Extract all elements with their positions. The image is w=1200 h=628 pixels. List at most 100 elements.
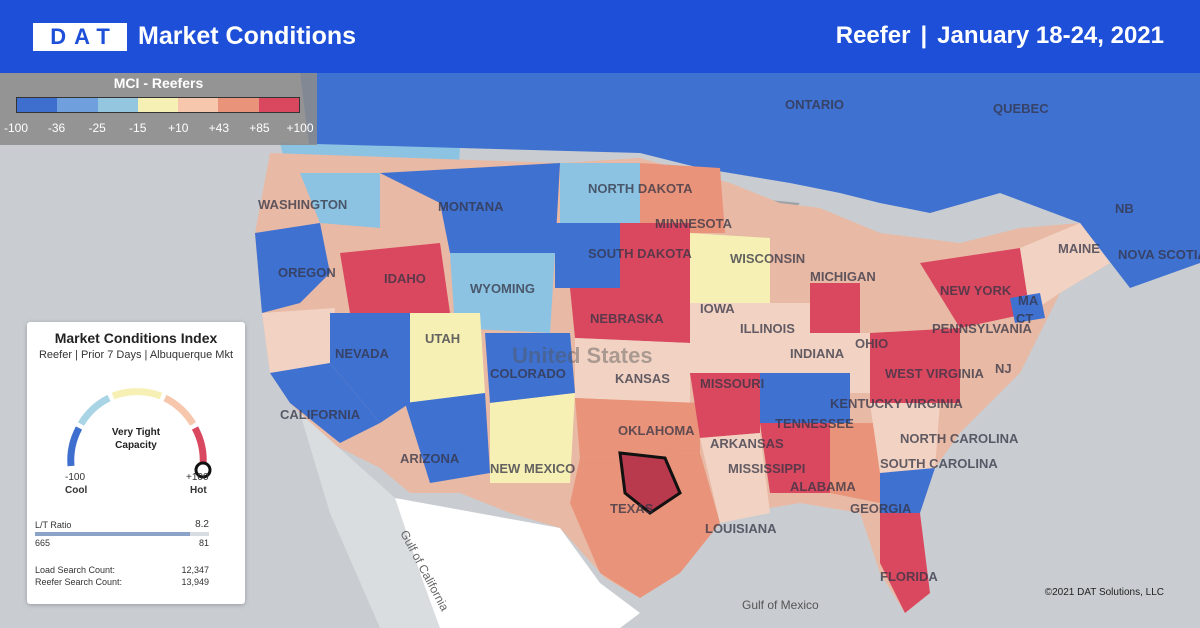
legend-tick-label: -25 bbox=[88, 121, 106, 135]
label-iowa: IOWA bbox=[700, 301, 735, 316]
label-montana: MONTANA bbox=[438, 199, 504, 214]
mci-legend: MCI - Reefers -100 -36 -25 -15 +10 +43 +85 +100 bbox=[0, 73, 317, 145]
label-wisconsin: WISCONSIN bbox=[730, 251, 805, 266]
legend-swatch bbox=[97, 98, 138, 112]
region-arizona bbox=[405, 393, 490, 483]
label-nb: NB bbox=[1115, 201, 1134, 216]
legend-swatch bbox=[137, 98, 179, 112]
label-pennsylvania: PENNSYLVANIA bbox=[932, 321, 1033, 336]
label-georgia: GEORGIA bbox=[850, 501, 912, 516]
status-line-1: Very Tight bbox=[111, 427, 161, 438]
region-nevada bbox=[330, 313, 410, 423]
legend-tick-label: +10 bbox=[168, 121, 189, 135]
legend-tick-label: -36 bbox=[47, 121, 66, 135]
legend-tick-label: +43 bbox=[208, 121, 230, 135]
mci-card: Market Conditions Index Reefer | Prior 7… bbox=[27, 322, 245, 604]
region-highlighted-market bbox=[618, 451, 682, 515]
gauge-segment-cool bbox=[67, 426, 83, 467]
label-arkansas: ARKANSAS bbox=[710, 436, 784, 451]
load-search-value: 12,347 bbox=[181, 565, 209, 575]
region-wa-east bbox=[300, 173, 380, 228]
label-nevada: NEVADA bbox=[335, 346, 390, 361]
label-south-dakota: SOUTH DAKOTA bbox=[588, 246, 692, 261]
region-idaho bbox=[340, 243, 450, 313]
region-new-mexico bbox=[490, 393, 575, 483]
label-texas: TEXAS bbox=[610, 501, 654, 516]
gauge-max-label: Hot bbox=[190, 485, 207, 496]
gauge-segment-neutral bbox=[111, 388, 163, 400]
legend-color-bar bbox=[16, 97, 300, 113]
region-or bbox=[262, 308, 335, 373]
label-utah: UTAH bbox=[425, 331, 460, 346]
header-separator: | bbox=[920, 22, 928, 49]
mexico-land bbox=[395, 498, 640, 628]
load-search-label: Load Search Count: bbox=[35, 565, 116, 575]
label-quebec: QUEBEC bbox=[993, 101, 1049, 116]
label-wyoming: WYOMING bbox=[470, 281, 535, 296]
region-north-dakota bbox=[560, 163, 640, 223]
gauge-indicator bbox=[194, 461, 212, 479]
page-title: Market Conditions bbox=[138, 22, 357, 50]
legend-swatch bbox=[258, 98, 299, 112]
legend-swatch bbox=[17, 98, 58, 112]
header-bar: DAT Market Conditions Reefer | January 18-… bbox=[0, 0, 1200, 73]
label-michigan: MICHIGAN bbox=[810, 269, 876, 284]
label-illinois: ILLINOIS bbox=[740, 321, 795, 336]
label-alabama: ALABAMA bbox=[790, 479, 856, 494]
reefer-search-label: Reefer Search Count: bbox=[35, 577, 123, 587]
label-missouri: MISSOURI bbox=[700, 376, 764, 391]
label-nova-scotia: NOVA SCOTIA bbox=[1118, 247, 1200, 262]
gauge-max-value: +100 bbox=[186, 472, 209, 483]
copyright: ©2021 DAT Solutions, LLC bbox=[1044, 587, 1164, 598]
label-united-states: United States bbox=[512, 343, 653, 368]
baja-land bbox=[300, 413, 440, 628]
region-new-york bbox=[920, 248, 1030, 328]
gauge-status: Very Tight Capacity bbox=[27, 426, 245, 452]
legend-tick-label: +100 bbox=[286, 121, 314, 135]
region-ca-north bbox=[270, 363, 380, 443]
date-range: January 18-24, 2021 bbox=[937, 22, 1164, 49]
label-gulf-of-mexico: Gulf of Mexico bbox=[742, 598, 819, 612]
region-kansas bbox=[575, 338, 690, 403]
region-wisconsin bbox=[690, 233, 770, 303]
region-florida bbox=[880, 513, 930, 613]
gauge-segment-warm bbox=[163, 394, 197, 426]
dat-logo: DAT bbox=[33, 23, 127, 51]
region-georgia bbox=[880, 468, 935, 513]
region-utah bbox=[410, 313, 485, 403]
region-arkansas bbox=[690, 373, 760, 438]
label-kansas: KANSAS bbox=[615, 371, 670, 386]
label-virginia: VIRGINIA bbox=[905, 396, 963, 411]
region-mississippi bbox=[760, 423, 830, 493]
lt-ratio-value: 8.2 bbox=[195, 519, 209, 530]
mci-gauge bbox=[67, 388, 212, 479]
lt-loads-value: 665 bbox=[35, 538, 51, 548]
region-texas bbox=[570, 453, 720, 598]
region-missouri bbox=[690, 303, 760, 373]
region-michigan bbox=[810, 283, 860, 333]
region-iowa-west bbox=[620, 223, 690, 288]
gauge-segment-mild bbox=[77, 394, 111, 426]
label-kentucky: KENTUCKY bbox=[830, 396, 903, 411]
label-south-carolina: SOUTH CAROLINA bbox=[880, 456, 998, 471]
legend-tick-label: -100 bbox=[3, 121, 29, 135]
label-arizona: ARIZONA bbox=[400, 451, 460, 466]
region-maine bbox=[1020, 223, 1110, 313]
region-south-dakota bbox=[555, 223, 620, 288]
legend-swatch bbox=[218, 98, 259, 112]
lt-ratio-fill bbox=[35, 532, 190, 536]
label-colorado: COLORADO bbox=[490, 366, 566, 381]
label-oklahoma: OKLAHOMA bbox=[618, 423, 695, 438]
region-alabama bbox=[830, 423, 880, 503]
label-ohio: OHIO bbox=[855, 336, 888, 351]
region-pennsylvania-va bbox=[870, 328, 960, 403]
label-north-carolina: NORTH CAROLINA bbox=[900, 431, 1019, 446]
region-minnesota bbox=[640, 163, 725, 233]
label-ontario: ONTARIO bbox=[785, 97, 844, 112]
label-north-dakota: NORTH DAKOTA bbox=[588, 181, 693, 196]
label-florida: FLORIDA bbox=[880, 569, 938, 584]
region-colorado bbox=[485, 333, 575, 403]
card-subtitle: Reefer | Prior 7 Days | Albuquerque Mkt bbox=[38, 349, 234, 361]
label-idaho: IDAHO bbox=[384, 271, 426, 286]
legend-swatch bbox=[178, 98, 219, 112]
